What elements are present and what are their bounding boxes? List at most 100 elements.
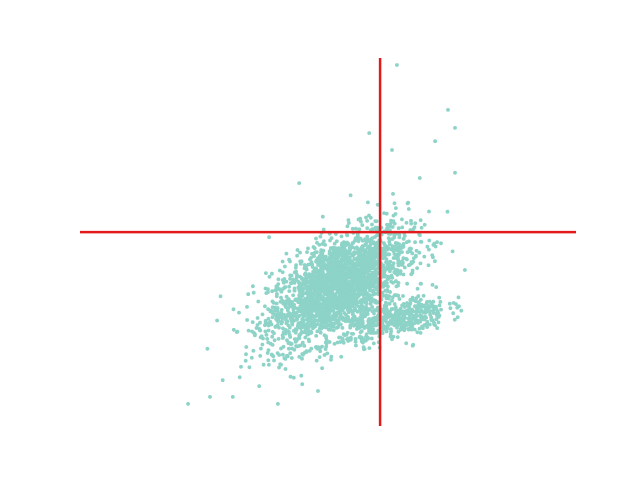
data-point [451,301,456,305]
data-point [398,327,403,332]
data-point [406,302,411,307]
data-point [272,358,276,363]
data-point [345,330,350,335]
data-point [314,358,319,363]
data-point [285,353,289,358]
data-point [373,276,378,281]
data-point [438,300,443,304]
data-point [324,291,328,296]
data-point [272,338,277,343]
data-point [448,306,453,311]
data-point [359,287,364,292]
data-point [348,193,353,198]
data-point [287,346,291,351]
data-point [338,283,343,288]
data-point [381,284,386,289]
data-point [419,308,424,313]
data-point [387,302,392,306]
data-point [332,265,337,270]
data-point [431,255,435,260]
data-point [361,293,366,298]
data-point [435,240,439,245]
data-point [324,341,329,346]
data-point [303,335,308,340]
data-point [345,255,349,260]
data-point [309,330,314,335]
data-point [402,326,406,331]
data-point [327,279,331,283]
data-point [385,326,390,330]
data-point [334,300,339,304]
data-point [252,331,256,335]
data-point [358,330,363,335]
data-point [388,334,393,339]
data-point [325,297,330,301]
data-point [300,330,305,335]
data-point [308,319,312,323]
data-point [381,323,385,328]
data-point [265,351,270,355]
data-point [406,327,411,331]
data-point [251,348,256,353]
data-point [275,308,280,313]
data-point [369,328,374,332]
data-point [419,225,424,230]
data-point [417,326,422,331]
data-point [280,270,285,275]
data-point [362,309,366,314]
data-point [385,281,389,285]
data-point [366,294,371,299]
data-point [339,234,344,239]
data-point [297,335,302,339]
data-point [310,298,315,302]
data-point [358,281,363,286]
data-point [264,333,269,337]
data-point [331,328,336,333]
data-point [400,217,404,222]
data-point [400,225,405,230]
data-point [354,343,358,348]
data-point [427,238,432,243]
data-point [260,342,265,347]
data-point [356,294,360,299]
data-point [404,341,409,346]
data-point [288,304,293,309]
data-point [330,257,334,261]
data-point [283,367,288,371]
data-point [312,284,317,289]
data-point [370,323,375,328]
data-point [304,284,309,289]
data-point [392,256,397,260]
data-point [463,268,467,272]
data-point [390,220,394,224]
data-point [333,274,338,278]
data-point [342,311,347,315]
data-point [373,219,378,224]
data-point [307,308,312,313]
data-point [392,201,397,206]
data-point [364,268,368,273]
data-point [237,375,242,380]
data-point [368,215,373,220]
data-point [341,271,346,276]
data-point [408,298,413,302]
data-point [300,340,305,345]
data-point [385,288,390,292]
data-point [358,259,363,264]
data-point [294,344,298,348]
data-point [348,295,353,300]
data-point [326,327,331,332]
data-point [281,352,285,357]
data-point [259,334,264,339]
data-point [348,265,353,270]
data-point [321,277,325,282]
data-point [301,287,306,292]
data-point [385,248,389,252]
data-point [346,315,350,319]
data-point [409,218,413,223]
data-point [433,139,437,144]
data-point [290,322,295,327]
data-point [393,305,398,309]
data-point [296,344,301,348]
